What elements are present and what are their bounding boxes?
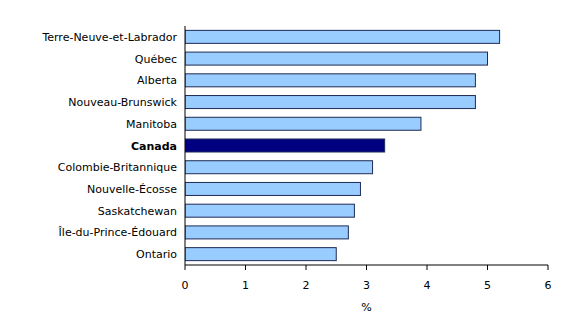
bar	[185, 248, 336, 261]
x-tick-label: 4	[424, 279, 431, 292]
category-label: Nouvelle-Écosse	[87, 183, 177, 196]
x-tick	[487, 265, 488, 270]
bar	[185, 182, 360, 195]
bar	[185, 139, 385, 152]
category-label: Terre-Neuve-et-Labrador	[41, 31, 177, 44]
category-label: Saskatchewan	[98, 205, 177, 218]
category-label: Colombie-Britannique	[58, 161, 177, 174]
bar	[185, 96, 475, 109]
x-tick	[306, 265, 307, 270]
x-tick-label: 1	[242, 279, 249, 292]
y-axis	[185, 26, 186, 265]
bar	[185, 30, 500, 43]
x-tick	[185, 265, 186, 270]
bar	[185, 226, 348, 239]
x-tick-label: 0	[182, 279, 189, 292]
category-label: Alberta	[137, 74, 177, 87]
bar	[185, 74, 475, 87]
x-tick-label: 5	[484, 279, 491, 292]
bar	[185, 117, 421, 130]
bar	[185, 52, 488, 65]
bars	[185, 30, 500, 260]
x-tick	[548, 265, 549, 270]
category-label: Nouveau-Brunswick	[68, 96, 177, 109]
x-tick	[245, 265, 246, 270]
category-label: Manitoba	[126, 118, 177, 131]
x-tick-label: 3	[363, 279, 370, 292]
category-label: Canada	[131, 140, 177, 153]
bar	[185, 161, 373, 174]
category-label: Ontario	[136, 248, 177, 261]
chart-svg: Terre-Neuve-et-Labrador Québec Alberta Nouv…	[0, 0, 580, 320]
category-label: Île-du-Prince-Édouard	[58, 226, 177, 239]
chart-container: Terre-Neuve-et-Labrador Québec Alberta Nouv…	[0, 0, 580, 320]
x-axis-label: %	[361, 301, 371, 314]
bar	[185, 204, 354, 217]
x-tick-label: 6	[545, 279, 552, 292]
x-tick	[366, 265, 367, 270]
x-tick	[427, 265, 428, 270]
x-tick-label: 2	[303, 279, 310, 292]
category-label: Québec	[135, 53, 177, 66]
